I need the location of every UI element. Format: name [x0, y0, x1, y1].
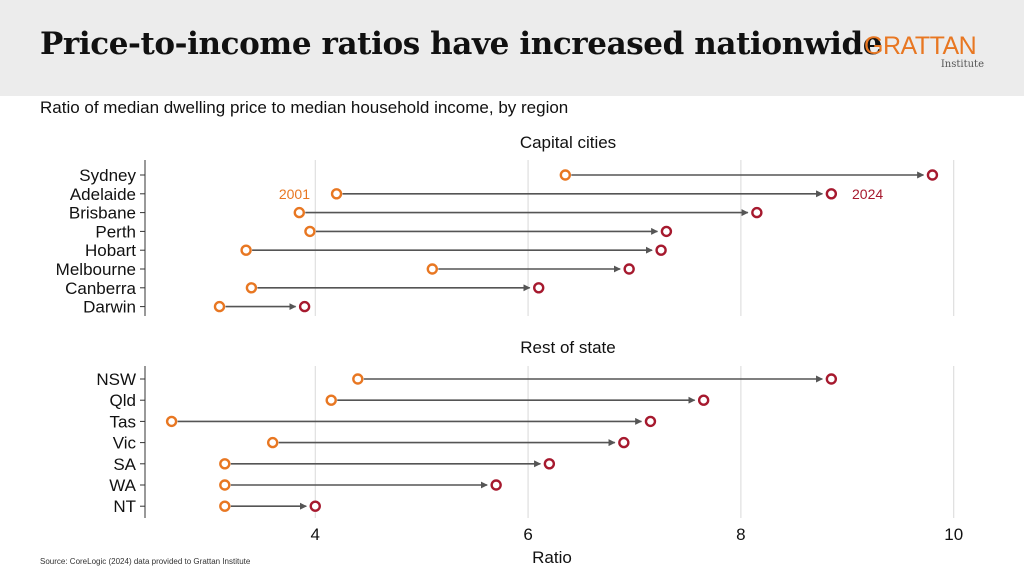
- x-tick-label: 4: [311, 525, 320, 544]
- point-end: [926, 169, 939, 181]
- series-label-end: 2024: [852, 186, 883, 202]
- logo-wordmark: GRATTAN: [864, 32, 977, 60]
- point-end: [655, 244, 667, 256]
- point-start: [245, 282, 258, 294]
- point-end: [660, 225, 673, 238]
- point-start: [219, 479, 231, 491]
- logo-subtext: Institute: [940, 59, 984, 70]
- y-tick-label: Canberra: [65, 279, 136, 298]
- point-start: [304, 225, 316, 238]
- point-end: [644, 415, 657, 428]
- point-start: [330, 188, 343, 200]
- point-start: [559, 169, 572, 181]
- point-start: [352, 373, 364, 385]
- point-end: [309, 500, 321, 512]
- panel-title: Capital cities: [520, 133, 616, 152]
- point-end: [298, 300, 311, 313]
- point-start: [325, 394, 337, 406]
- y-tick-label: Melbourne: [56, 260, 136, 279]
- grattan-logo: GRATTAN Institute: [864, 34, 988, 74]
- point-start: [240, 244, 252, 256]
- x-tick-label: 6: [523, 525, 532, 544]
- point-start: [165, 415, 178, 428]
- y-tick-label: Tas: [110, 412, 136, 431]
- y-tick-label: Hobart: [85, 241, 136, 260]
- point-end: [618, 436, 630, 449]
- page-title: Price-to-income ratios have increased na…: [40, 26, 883, 62]
- point-start: [219, 500, 231, 512]
- panel-title: Rest of state: [520, 338, 615, 357]
- y-tick-label: Darwin: [83, 298, 136, 317]
- header-band: Price-to-income ratios have increased na…: [0, 0, 1024, 96]
- point-start: [426, 263, 439, 275]
- y-tick-label: Sydney: [79, 166, 136, 185]
- y-tick-label: SA: [113, 455, 136, 474]
- point-end: [825, 188, 838, 200]
- point-end: [825, 373, 838, 385]
- x-tick-label: 10: [944, 525, 963, 544]
- series-label-start: 2001: [279, 186, 310, 202]
- point-start: [266, 436, 279, 449]
- point-end: [697, 394, 710, 406]
- x-tick-label: 8: [736, 525, 745, 544]
- y-tick-label: Perth: [95, 222, 136, 241]
- point-end: [751, 206, 763, 219]
- point-start: [219, 458, 231, 470]
- chart-subtitle: Ratio of median dwelling price to median…: [40, 98, 569, 117]
- y-tick-label: Vic: [113, 434, 137, 453]
- point-start: [293, 206, 305, 219]
- point-end: [490, 479, 502, 491]
- y-tick-label: WA: [109, 476, 136, 495]
- point-end: [543, 458, 556, 470]
- y-tick-label: NSW: [96, 370, 136, 389]
- x-axis-label: Ratio: [532, 548, 572, 567]
- source-note: Source: CoreLogic (2024) data provided t…: [40, 557, 251, 566]
- y-tick-label: Adelaide: [70, 185, 136, 204]
- point-end: [533, 282, 545, 294]
- point-start: [213, 300, 226, 313]
- point-end: [623, 263, 635, 275]
- y-tick-label: Qld: [110, 391, 136, 410]
- y-tick-label: NT: [113, 497, 136, 516]
- y-tick-label: Brisbane: [69, 204, 136, 223]
